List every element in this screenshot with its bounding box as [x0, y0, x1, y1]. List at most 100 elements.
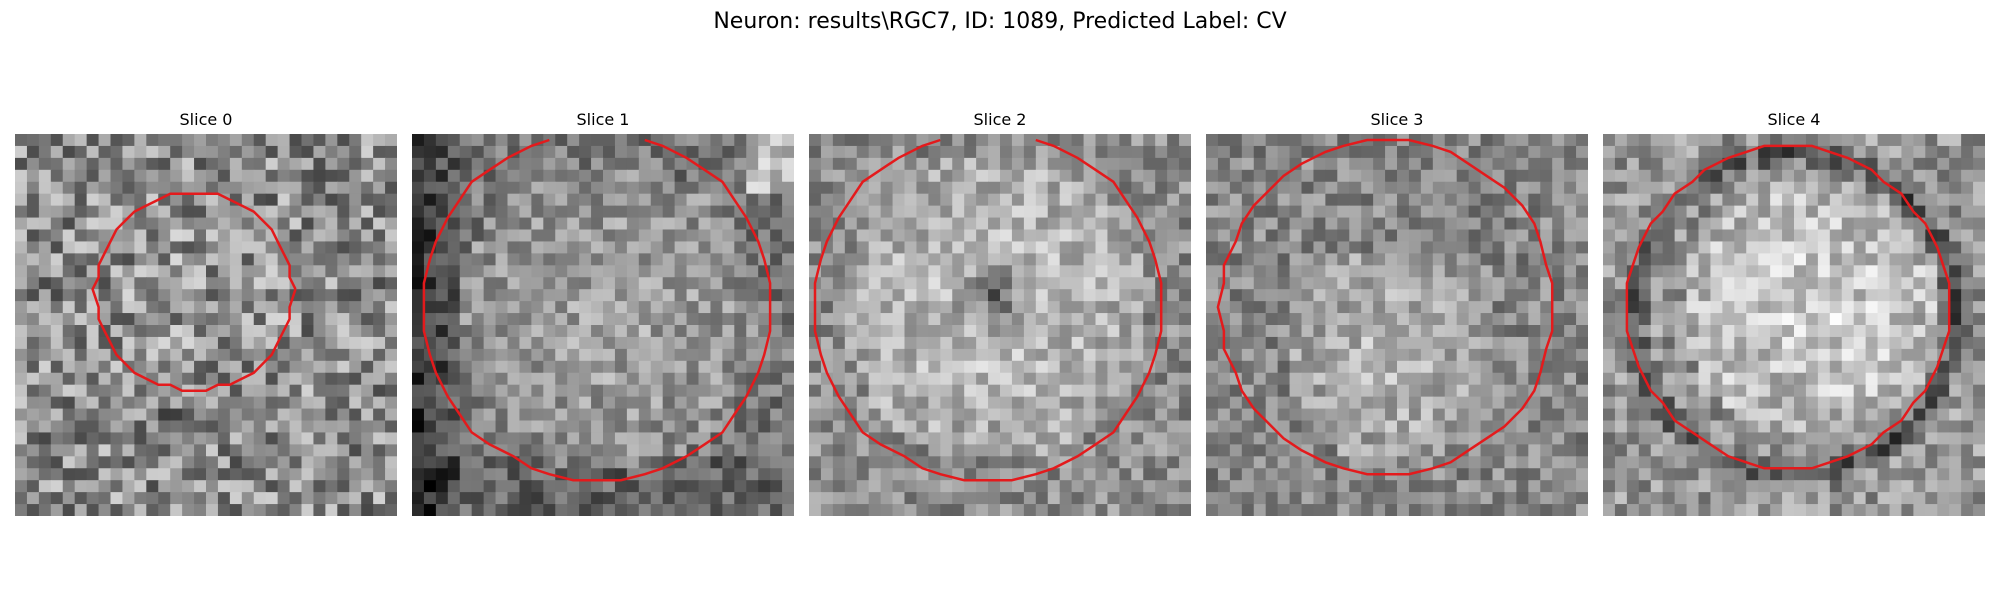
pixel-cell [710, 277, 723, 290]
pixel-cell [1805, 325, 1819, 338]
pixel-cell [782, 181, 794, 195]
pixel-cell [495, 420, 509, 434]
pixel-cell [1059, 181, 1073, 195]
pixel-cell [483, 181, 497, 195]
pixel-cell [1265, 372, 1279, 386]
pixel-cell [1071, 253, 1085, 266]
pixel-cell [1913, 277, 1926, 290]
pixel-cell [1325, 325, 1338, 338]
pixel-cell [182, 289, 195, 302]
pixel-cell [856, 504, 870, 516]
pixel-cell [110, 420, 124, 434]
pixel-cell [1480, 444, 1494, 457]
pixel-cell [1794, 265, 1807, 278]
pixel-cell [758, 396, 771, 410]
pixel-cell [289, 265, 303, 278]
pixel-cell [50, 181, 64, 195]
pixel-cell [1468, 253, 1482, 266]
pixel-cell [988, 432, 1001, 445]
pixel-cell [423, 313, 437, 326]
pixel-cell [1456, 360, 1470, 374]
pixel-cell [626, 193, 640, 207]
pixel-cell [1516, 229, 1529, 243]
pixel-cell [301, 289, 315, 302]
pixel-cell [1397, 277, 1410, 290]
pixel-cell [820, 492, 834, 505]
pixel-cell [662, 289, 676, 302]
pixel-cell [1674, 336, 1688, 350]
pixel-cell [98, 408, 112, 422]
pixel-cell [217, 229, 231, 243]
pixel-cell [182, 336, 195, 350]
pixel-cell [1552, 360, 1565, 374]
pixel-cell [710, 420, 723, 434]
pixel-cell [182, 325, 195, 338]
pixel-cell [770, 265, 783, 278]
pixel-cell [337, 217, 350, 231]
pixel-cell [15, 492, 28, 505]
pixel-cell [217, 468, 231, 481]
pixel-cell [1361, 325, 1374, 338]
pixel-cell [1552, 301, 1565, 314]
pixel-cell [122, 169, 135, 183]
pixel-cell [313, 193, 326, 207]
pixel-cell [1528, 325, 1541, 338]
pixel-cell [1420, 420, 1434, 434]
pixel-cell [1229, 432, 1243, 445]
pixel-cell [15, 289, 28, 302]
pixel-cell [1925, 253, 1938, 266]
pixel-cell [1277, 420, 1291, 434]
pixel-cell [471, 372, 485, 386]
pixel-cell [1794, 169, 1807, 183]
pixel-cell [194, 456, 207, 469]
pixel-cell [459, 325, 473, 338]
pixel-cell [868, 265, 882, 278]
pixel-cell [1504, 444, 1517, 457]
pixel-cell [412, 145, 425, 159]
pixel-cell [1528, 301, 1541, 314]
pixel-cell [1853, 408, 1867, 422]
pixel-cell [1528, 169, 1541, 183]
pixel-cell [1155, 444, 1168, 457]
pixel-cell [194, 193, 207, 207]
pixel-cell [868, 301, 882, 314]
pixel-cell [265, 504, 279, 516]
pixel-cell [253, 468, 267, 481]
pixel-cell [1722, 396, 1735, 410]
pixel-cell [1408, 217, 1422, 231]
slice-title: Slice 2 [973, 110, 1027, 129]
pixel-cell [770, 492, 783, 505]
pixel-cell [265, 372, 279, 386]
pixel-cell [38, 169, 52, 183]
pixel-cell [301, 277, 315, 290]
pixel-cell [1059, 193, 1073, 207]
pixel-cell [146, 504, 159, 516]
pixel-cell [1265, 492, 1279, 505]
pixel-cell [459, 456, 473, 469]
pixel-cell [1829, 360, 1843, 374]
pixel-cell [62, 157, 76, 171]
pixel-cell [122, 145, 135, 159]
pixel-cell [146, 265, 159, 278]
pixel-cell [1614, 241, 1628, 254]
pixel-cell [194, 420, 207, 434]
pixel-cell [373, 504, 386, 516]
pixel-cell [952, 456, 965, 469]
pixel-cell [1758, 277, 1771, 290]
pixel-cell [1576, 384, 1588, 398]
pixel-cell [38, 289, 52, 302]
pixel-cell [964, 134, 977, 147]
pixel-cell [1301, 241, 1315, 254]
pixel-cell [904, 372, 918, 386]
pixel-cell [122, 157, 135, 171]
pixel-cell [1638, 169, 1652, 183]
pixel-cell [1516, 253, 1529, 266]
pixel-cell [928, 289, 941, 302]
pixel-cell [86, 301, 100, 314]
pixel-cell [976, 289, 989, 302]
pixel-cell [313, 181, 326, 195]
pixel-cell [182, 169, 195, 183]
pixel-cell [134, 492, 147, 505]
pixel-cell [1564, 444, 1577, 457]
pixel-cell [603, 325, 616, 338]
